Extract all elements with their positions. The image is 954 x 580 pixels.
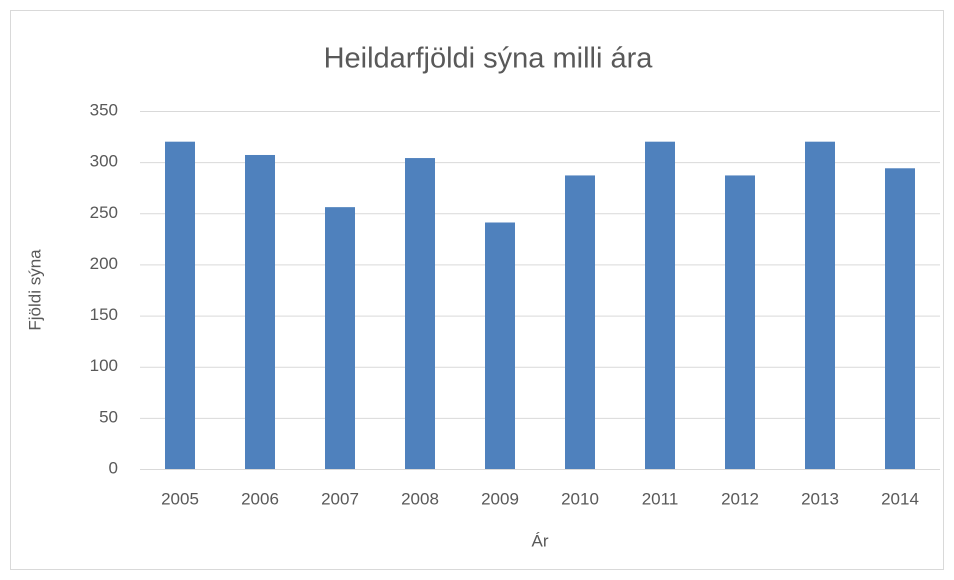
x-axis-title: Ár [532,531,549,550]
x-tick-label: 2006 [241,489,279,508]
chart-title: Heildarfjöldi sýna milli ára [324,43,654,75]
chart-frame [10,10,944,570]
bar [565,175,595,469]
x-tick-label: 2011 [642,489,679,508]
x-tick-label: 2010 [561,489,599,508]
y-tick-label: 100 [90,356,118,375]
bar [165,141,195,469]
y-axis-title: Fjöldi sýna [25,249,44,331]
y-tick-label: 200 [90,254,118,273]
x-tick-label: 2009 [481,489,519,508]
bar [805,141,835,469]
x-tick-label: 2014 [881,489,919,508]
bar [485,222,515,469]
y-tick-label: 0 [109,458,118,477]
x-tick-label: 2007 [321,489,359,508]
bar [325,207,355,470]
y-tick-label: 50 [99,407,118,426]
y-tick-label: 350 [90,100,118,119]
bar [645,141,675,469]
bar [245,154,275,470]
bar [725,175,755,469]
x-tick-label: 2013 [801,489,839,508]
x-tick-label: 2008 [401,489,439,508]
x-tick-label: 2005 [161,489,199,508]
y-tick-label: 150 [90,305,118,324]
y-tick-label: 300 [90,152,118,171]
bar [885,168,915,469]
bar [405,158,435,469]
y-tick-label: 250 [90,203,118,222]
x-tick-label: 2012 [721,489,759,508]
